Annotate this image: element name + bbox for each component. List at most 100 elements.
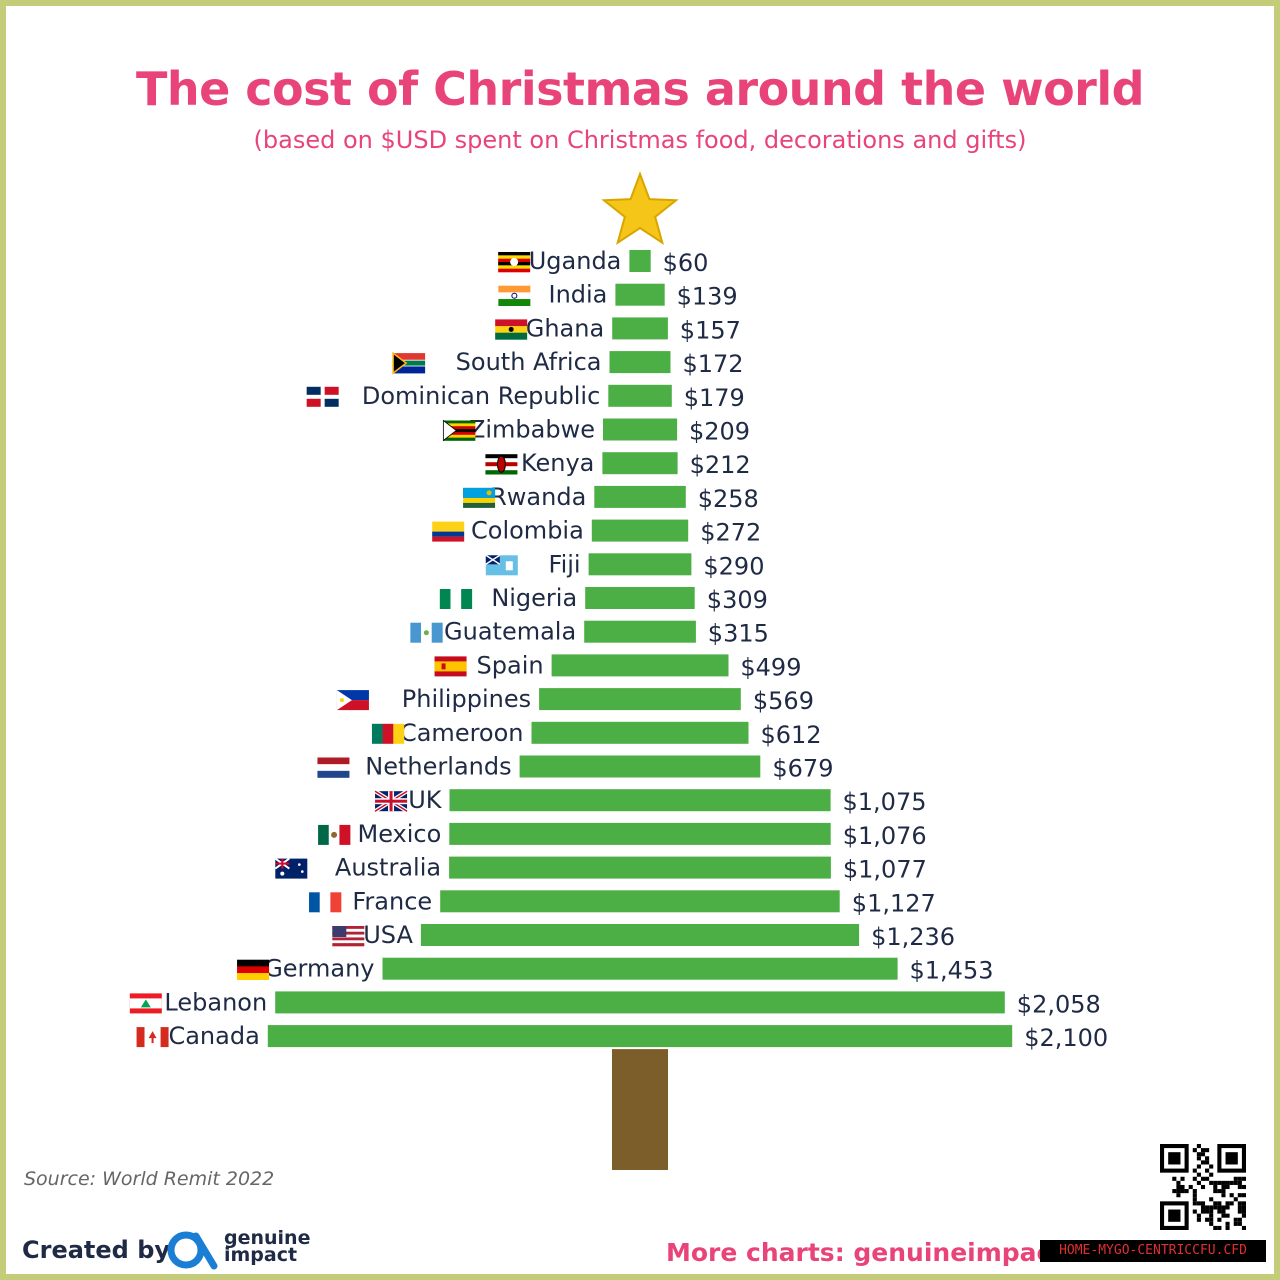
value-label: $1,075 (843, 788, 927, 816)
value-label: $499 (740, 653, 801, 681)
value-label: $179 (684, 384, 745, 412)
category-label: Australia (335, 854, 441, 882)
category-label: Guatemala (444, 618, 576, 646)
created-by-label: Created by (22, 1236, 171, 1264)
category-label: Rwanda (490, 483, 586, 511)
category-label: Netherlands (365, 753, 511, 781)
value-label: $1,127 (852, 889, 936, 917)
more-charts-link[interactable]: More charts: genuineimpact. (666, 1238, 1073, 1267)
category-label: Cameroon (400, 719, 524, 747)
philippines-flag-icon (336, 690, 369, 711)
category-label: Nigeria (491, 584, 577, 612)
kenya-flag-icon (485, 454, 518, 475)
spain-flag-icon (434, 656, 467, 677)
bar-usa (420, 924, 860, 946)
logo-line-genuine: genuine (224, 1227, 311, 1249)
bar-nigeria (585, 587, 695, 609)
bar-south-africa (609, 351, 671, 374)
guatemala-flag-icon (410, 622, 443, 643)
category-label: Dominican Republic (362, 382, 600, 410)
category-label: Fiji (549, 550, 581, 578)
ghana-flag-icon (495, 319, 528, 340)
uk-flag-icon (373, 789, 409, 813)
mexico-flag-icon (318, 824, 351, 845)
value-label: $1,077 (843, 856, 927, 884)
chart-title: The cost of Christmas around the world (135, 62, 1145, 116)
fiji-flag-icon (485, 554, 518, 576)
cameroon-flag-icon (371, 723, 405, 744)
rwanda-flag-icon (463, 487, 496, 508)
category-label: South Africa (456, 348, 602, 376)
bar-lebanon (275, 991, 1005, 1014)
bar-canada (267, 1025, 1013, 1048)
category-label: Mexico (357, 820, 441, 848)
bar-netherlands (519, 755, 761, 778)
bar-philippines (539, 688, 741, 711)
south-africa-flag-icon (392, 351, 426, 375)
category-label: UK (408, 786, 443, 814)
uganda-flag-icon (498, 252, 531, 273)
value-label: $309 (707, 586, 768, 614)
value-label: $2,058 (1017, 990, 1101, 1018)
category-label: USA (363, 921, 413, 949)
value-label: $258 (698, 485, 759, 513)
genuine-impact-logo-icon (167, 1231, 218, 1270)
bar-cameroon (531, 721, 749, 744)
category-label: Ghana (526, 314, 604, 342)
france-flag-icon (309, 892, 342, 913)
bar-india (615, 283, 665, 306)
bar-rwanda (594, 485, 686, 508)
lebanon-flag-icon (129, 993, 162, 1014)
value-label: $139 (677, 283, 738, 311)
value-label: $1,236 (871, 923, 955, 951)
bar-spain (551, 654, 729, 677)
colombia-flag-icon (432, 521, 465, 542)
australia-flag-icon (274, 857, 308, 879)
value-label: $172 (683, 350, 744, 378)
germany-flag-icon (237, 959, 270, 980)
value-label: $1,453 (910, 957, 994, 985)
bar-ghana (612, 317, 668, 340)
value-label: $679 (772, 755, 833, 783)
bar-france (440, 890, 840, 913)
value-label: $157 (680, 316, 741, 344)
watermark-label: HOME-MYGO-CENTRICCFU.CFD (1040, 1240, 1266, 1262)
bar-uk (449, 789, 831, 812)
bar-uganda (629, 250, 651, 272)
category-label: Colombia (471, 517, 584, 545)
bar-australia (449, 856, 831, 879)
bar-kenya (602, 452, 678, 475)
category-label: Philippines (402, 685, 531, 713)
value-label: $569 (753, 687, 814, 715)
logo-text: genuine impact (224, 1227, 311, 1266)
usa-flag-icon (332, 926, 365, 947)
logo-line-impact: impact (224, 1244, 298, 1266)
infographic-frame: The cost of Christmas around the world (… (6, 6, 1274, 1274)
category-label: Spain (477, 651, 544, 679)
chart-subtitle: (based on $USD spent on Christmas food, … (253, 126, 1027, 154)
category-label: Uganda (529, 247, 622, 275)
canada-flag-icon (136, 1027, 169, 1048)
category-label: Canada (168, 1022, 259, 1050)
value-label: $1,076 (843, 822, 927, 850)
category-label: France (352, 887, 432, 915)
qr-code-icon (1160, 1144, 1246, 1230)
category-label: Zimbabwe (469, 416, 595, 444)
category-label: India (548, 281, 607, 309)
value-label: $290 (703, 552, 764, 580)
bar-dominican-republic (608, 384, 672, 407)
dominican-republic-flag-icon (306, 386, 339, 407)
value-label: $612 (761, 721, 822, 749)
bar-zimbabwe (603, 418, 678, 441)
bar-fiji (588, 553, 692, 576)
value-label: $2,100 (1024, 1024, 1108, 1052)
bar-guatemala (584, 620, 696, 643)
zimbabwe-flag-icon (442, 419, 476, 442)
star-icon (601, 171, 679, 245)
category-label: Kenya (521, 449, 594, 477)
value-label: $212 (690, 451, 751, 479)
category-label: Lebanon (164, 988, 267, 1016)
india-flag-icon (498, 285, 531, 306)
christmas-tree-chart: Uganda $60 India $139 Ghana $157 South Africa $… (129, 171, 1108, 1170)
bar-germany (382, 957, 898, 980)
